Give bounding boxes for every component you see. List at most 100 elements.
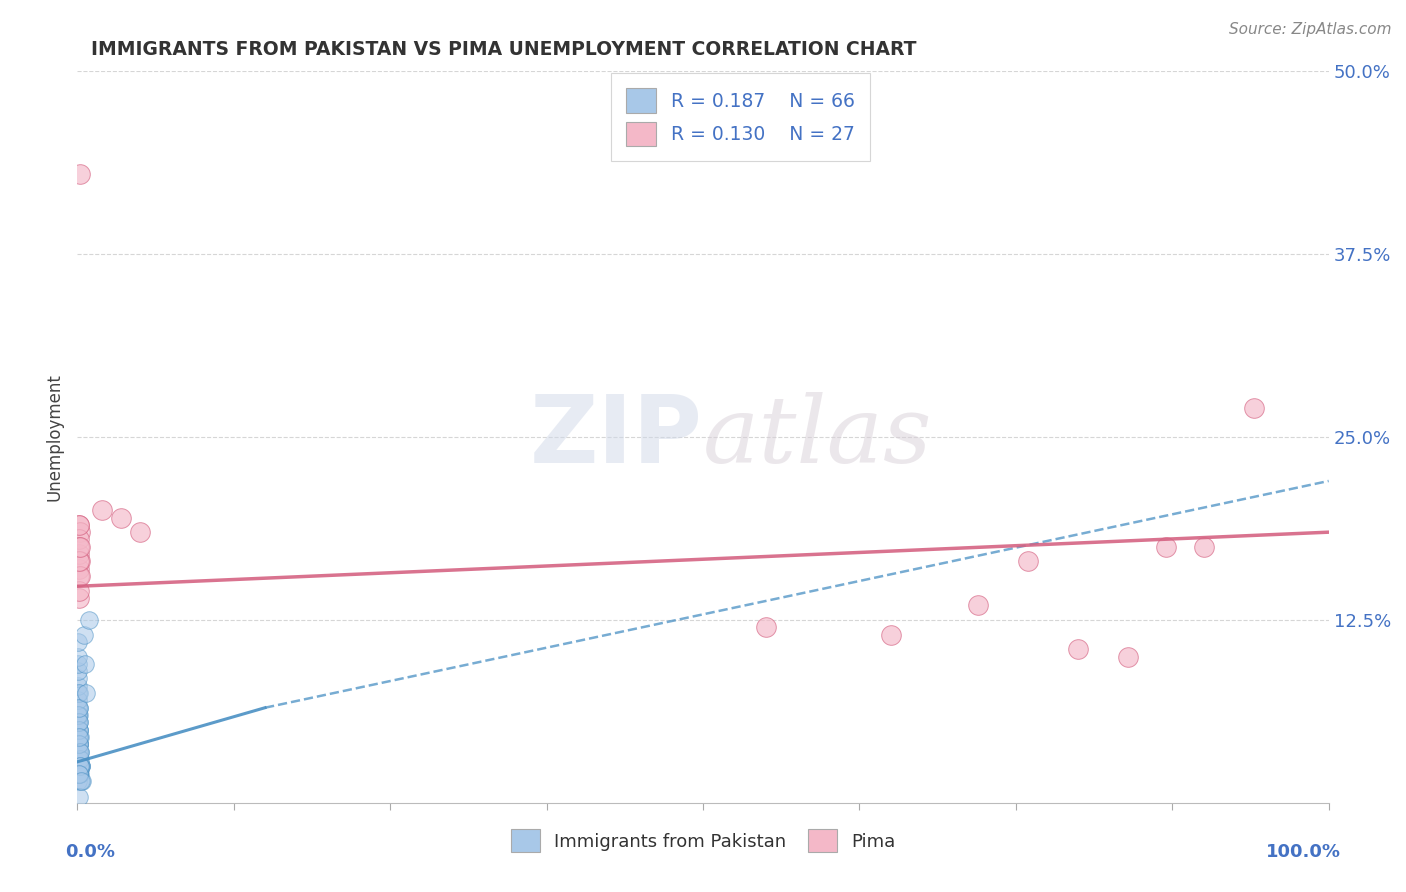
Point	[70, 773, 93, 788]
Point	[67, 766, 90, 780]
Point	[880, 627, 903, 641]
Point	[70, 759, 93, 773]
Point	[66, 686, 89, 700]
Point	[1243, 401, 1265, 415]
Text: 0.0%: 0.0%	[65, 843, 115, 861]
Point	[1017, 554, 1039, 568]
Point	[67, 759, 90, 773]
Point	[67, 737, 90, 751]
Point	[67, 766, 90, 780]
Point	[1192, 540, 1215, 554]
Point	[67, 745, 90, 759]
Point	[67, 759, 90, 773]
Point	[66, 708, 89, 723]
Point	[67, 737, 90, 751]
Legend: Immigrants from Pakistan, Pima: Immigrants from Pakistan, Pima	[503, 822, 903, 860]
Point	[67, 745, 90, 759]
Point	[967, 599, 990, 613]
Point	[67, 517, 90, 532]
Point	[72, 627, 94, 641]
Text: ZIP: ZIP	[530, 391, 703, 483]
Point	[69, 569, 91, 583]
Point	[69, 759, 91, 773]
Point	[67, 583, 90, 598]
Point	[69, 759, 91, 773]
Point	[66, 679, 89, 693]
Point	[1118, 649, 1140, 664]
Point	[67, 686, 90, 700]
Point	[69, 730, 91, 744]
Point	[67, 591, 90, 605]
Y-axis label: Unemployment: Unemployment	[45, 373, 63, 501]
Point	[67, 700, 90, 714]
Point	[77, 613, 100, 627]
Point	[67, 752, 90, 766]
Point	[67, 664, 90, 678]
Point	[754, 620, 776, 634]
Point	[70, 759, 93, 773]
Point	[72, 773, 94, 788]
Point	[67, 752, 90, 766]
Point	[66, 672, 89, 686]
Point	[67, 730, 90, 744]
Point	[67, 766, 90, 780]
Point	[66, 715, 89, 730]
Point	[67, 723, 90, 737]
Point	[70, 759, 93, 773]
Point	[67, 773, 90, 788]
Point	[67, 517, 90, 532]
Point	[66, 657, 89, 671]
Point	[67, 708, 90, 723]
Point	[69, 525, 91, 540]
Point	[69, 752, 91, 766]
Point	[67, 766, 90, 780]
Point	[67, 635, 90, 649]
Point	[69, 540, 91, 554]
Point	[67, 708, 90, 723]
Point	[1154, 540, 1177, 554]
Point	[67, 723, 90, 737]
Point	[110, 510, 132, 524]
Point	[67, 737, 90, 751]
Point	[69, 554, 91, 568]
Text: atlas: atlas	[703, 392, 932, 482]
Point	[66, 759, 89, 773]
Point	[67, 737, 90, 751]
Point	[67, 745, 90, 759]
Point	[66, 730, 89, 744]
Point	[69, 745, 91, 759]
Point	[67, 540, 90, 554]
Point	[67, 745, 90, 759]
Point	[67, 766, 90, 780]
Point	[69, 759, 91, 773]
Text: Source: ZipAtlas.com: Source: ZipAtlas.com	[1229, 22, 1392, 37]
Point	[73, 657, 96, 671]
Point	[67, 789, 90, 804]
Text: IMMIGRANTS FROM PAKISTAN VS PIMA UNEMPLOYMENT CORRELATION CHART: IMMIGRANTS FROM PAKISTAN VS PIMA UNEMPLO…	[91, 40, 917, 59]
Point	[67, 700, 90, 714]
Point	[1067, 642, 1090, 657]
Point	[66, 745, 89, 759]
Point	[67, 766, 90, 780]
Point	[69, 766, 91, 780]
Point	[67, 752, 90, 766]
Text: 100.0%: 100.0%	[1267, 843, 1341, 861]
Point	[69, 167, 91, 181]
Point	[67, 569, 90, 583]
Point	[67, 700, 90, 714]
Point	[67, 533, 90, 547]
Point	[67, 562, 90, 576]
Point	[67, 730, 90, 744]
Point	[69, 745, 91, 759]
Point	[75, 686, 97, 700]
Point	[67, 547, 90, 561]
Point	[69, 759, 91, 773]
Point	[67, 723, 90, 737]
Point	[69, 773, 91, 788]
Point	[66, 649, 89, 664]
Point	[67, 715, 90, 730]
Point	[129, 525, 152, 540]
Point	[67, 715, 90, 730]
Point	[67, 554, 90, 568]
Point	[67, 693, 90, 707]
